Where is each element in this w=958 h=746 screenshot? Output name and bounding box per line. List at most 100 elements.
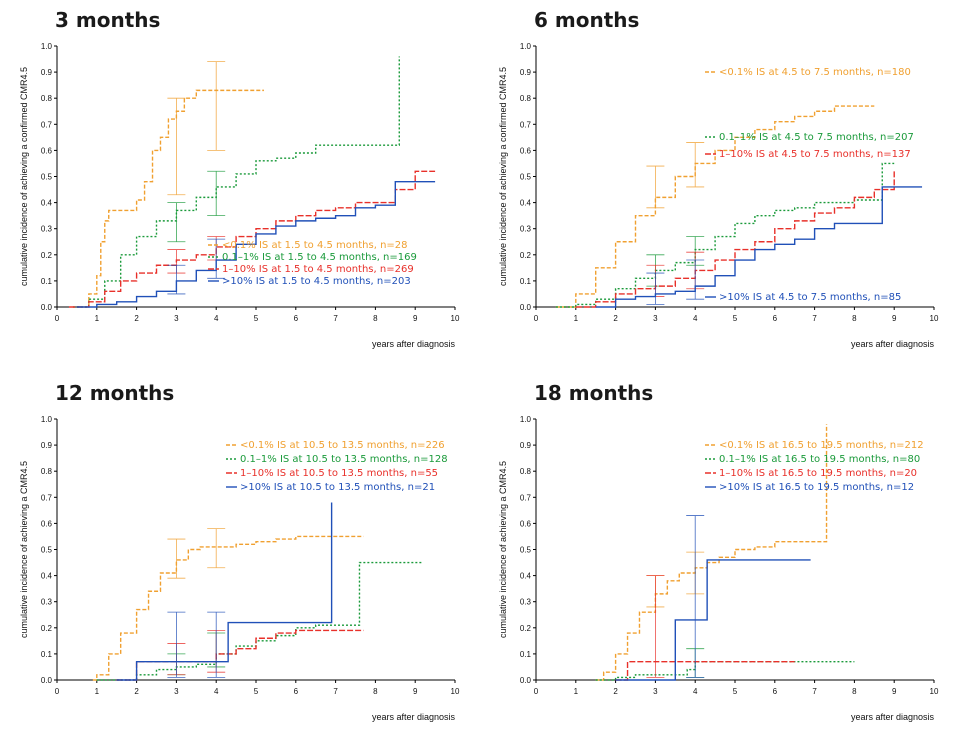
y-tick-label: 0.0 xyxy=(520,676,532,685)
series-line-2 xyxy=(116,629,364,681)
x-tick-label: 3 xyxy=(174,687,179,696)
x-tick-label: 3 xyxy=(653,687,658,696)
chart-panel-12-months: 12 months 0 1 2 3 4 5 6 7 8 9 10 0.0 0.1 0.2 0.3 0.4 0.5… xyxy=(0,373,479,746)
confidence-interval xyxy=(686,259,705,300)
series-line-0 xyxy=(76,89,264,308)
y-tick-label: 1.0 xyxy=(41,415,53,424)
x-tick-label: 9 xyxy=(413,314,418,323)
series-line-1 xyxy=(595,661,855,681)
confidence-interval xyxy=(167,538,186,579)
series-line-2 xyxy=(68,170,436,308)
confidence-interval xyxy=(207,61,226,151)
legend-entry: <0.1% IS at 4.5 to 7.5 months, n=180 xyxy=(719,67,911,78)
x-tick-label: 7 xyxy=(812,314,817,323)
y-tick-label: 0.6 xyxy=(520,519,532,528)
y-tick-label: 1.0 xyxy=(520,415,532,424)
confidence-interval xyxy=(167,97,186,196)
y-axis-label: cumulative incidence of achieving a conf… xyxy=(19,67,29,286)
legend-entry: >10% IS at 10.5 to 13.5 months, n=21 xyxy=(240,482,435,493)
y-tick-label: 0.3 xyxy=(41,598,53,607)
x-tick-label: 6 xyxy=(773,687,778,696)
y-tick-label: 0.1 xyxy=(41,277,53,286)
y-axis-label: cumulative incidence of achieving a CMR4… xyxy=(19,461,29,638)
series-line-0 xyxy=(92,535,364,681)
x-tick-label: 6 xyxy=(294,687,299,696)
y-axis-label: cumulative incidence of achieving a CMR4… xyxy=(498,461,508,638)
x-tick-label: 6 xyxy=(294,314,299,323)
x-tick-label: 1 xyxy=(574,687,579,696)
legend-entry: <0.1% IS at 1.5 to 4.5 months, n=28 xyxy=(222,240,408,251)
legend-entry: 0.1–1% IS at 16.5 to 19.5 months, n=80 xyxy=(719,454,920,465)
legend-entry: 1–10% IS at 4.5 to 7.5 months, n=137 xyxy=(719,149,911,160)
x-tick-label: 4 xyxy=(693,687,698,696)
y-tick-label: 0.8 xyxy=(520,467,532,476)
x-tick-label: 4 xyxy=(214,314,219,323)
x-tick-label: 9 xyxy=(892,687,897,696)
x-tick-label: 7 xyxy=(812,687,817,696)
confidence-interval xyxy=(686,142,705,188)
y-tick-label: 1.0 xyxy=(520,42,532,51)
y-tick-label: 0.7 xyxy=(41,120,53,129)
x-tick-label: 0 xyxy=(55,687,60,696)
y-tick-label: 0.7 xyxy=(520,120,532,129)
chart-title: 6 months xyxy=(534,8,640,32)
legend-entry: 1–10% IS at 10.5 to 13.5 months, n=55 xyxy=(240,468,438,479)
series-line-3 xyxy=(615,559,811,681)
x-tick-label: 4 xyxy=(214,687,219,696)
confidence-interval xyxy=(646,575,665,678)
x-tick-label: 9 xyxy=(892,314,897,323)
y-tick-label: 0.5 xyxy=(41,546,53,555)
x-tick-label: 2 xyxy=(613,687,618,696)
y-tick-label: 0.5 xyxy=(41,173,53,182)
series-line-3 xyxy=(76,181,436,308)
x-tick-label: 10 xyxy=(451,687,460,696)
confidence-interval xyxy=(167,264,186,295)
chart-3-months: 0 1 2 3 4 5 6 7 8 9 10 0.0 0.1 0.2 0.3 0.4 0.5 0.6 0.7 0.8 0… xyxy=(19,42,460,349)
y-tick-label: 0.4 xyxy=(520,572,532,581)
x-tick-label: 5 xyxy=(254,314,259,323)
legend-entry: >10% IS at 1.5 to 4.5 months, n=203 xyxy=(222,276,411,287)
y-tick-label: 0.4 xyxy=(520,199,532,208)
y-tick-label: 0.6 xyxy=(41,146,53,155)
y-tick-label: 0.8 xyxy=(520,94,532,103)
legend-entry: >10% IS at 16.5 to 19.5 months, n=12 xyxy=(719,482,914,493)
x-tick-label: 8 xyxy=(373,314,378,323)
series-line-1 xyxy=(96,561,424,681)
series-line-1 xyxy=(555,162,895,308)
confidence-interval xyxy=(646,272,665,305)
y-tick-label: 0.9 xyxy=(520,441,532,450)
x-tick-label: 9 xyxy=(413,687,418,696)
chart-12-months: 0 1 2 3 4 5 6 7 8 9 10 0.0 0.1 0.2 0.3 0.4 0.5 0.6 0.7 0.8 0… xyxy=(19,415,460,722)
y-tick-label: 0.5 xyxy=(520,546,532,555)
confidence-interval xyxy=(207,528,226,569)
y-tick-label: 0.8 xyxy=(41,94,53,103)
x-tick-label: 1 xyxy=(574,314,579,323)
x-tick-label: 0 xyxy=(534,314,539,323)
legend-entry: <0.1% IS at 10.5 to 13.5 months, n=226 xyxy=(240,440,445,451)
legend-entry: 0.1–1% IS at 4.5 to 7.5 months, n=207 xyxy=(719,132,914,143)
y-tick-label: 0.6 xyxy=(520,146,532,155)
series-line-3 xyxy=(595,186,923,308)
x-tick-label: 2 xyxy=(134,687,139,696)
y-tick-label: 0.2 xyxy=(41,251,53,260)
x-tick-label: 5 xyxy=(733,687,738,696)
chart-title: 12 months xyxy=(55,381,175,405)
y-tick-label: 0.9 xyxy=(41,441,53,450)
confidence-interval xyxy=(686,515,705,678)
legend-entry: 1–10% IS at 16.5 to 19.5 months, n=20 xyxy=(719,468,917,479)
legend-entry: 0.1–1% IS at 10.5 to 13.5 months, n=128 xyxy=(240,454,448,465)
chart-panel-3-months: 3 months 0 1 2 3 4 5 6 7 8 9 10 0.0 0.1 0.2 0.3 0.4 0.5 0… xyxy=(0,0,479,373)
chart-6-months: 0 1 2 3 4 5 6 7 8 9 10 0.0 0.1 0.2 0.3 0.4 0.5 0.6 0.7 0.8 0… xyxy=(498,42,939,349)
y-tick-label: 0.3 xyxy=(520,225,532,234)
x-tick-label: 7 xyxy=(333,687,338,696)
x-tick-label: 10 xyxy=(451,314,460,323)
y-tick-label: 0.0 xyxy=(520,303,532,312)
x-tick-label: 3 xyxy=(653,314,658,323)
legend-entry: <0.1% IS at 16.5 to 19.5 months, n=212 xyxy=(719,440,924,451)
x-tick-label: 7 xyxy=(333,314,338,323)
x-tick-label: 1 xyxy=(95,314,100,323)
x-axis-label: years after diagnosis xyxy=(851,712,935,722)
chart-title: 18 months xyxy=(534,381,654,405)
y-tick-label: 1.0 xyxy=(41,42,53,51)
x-tick-label: 4 xyxy=(693,314,698,323)
